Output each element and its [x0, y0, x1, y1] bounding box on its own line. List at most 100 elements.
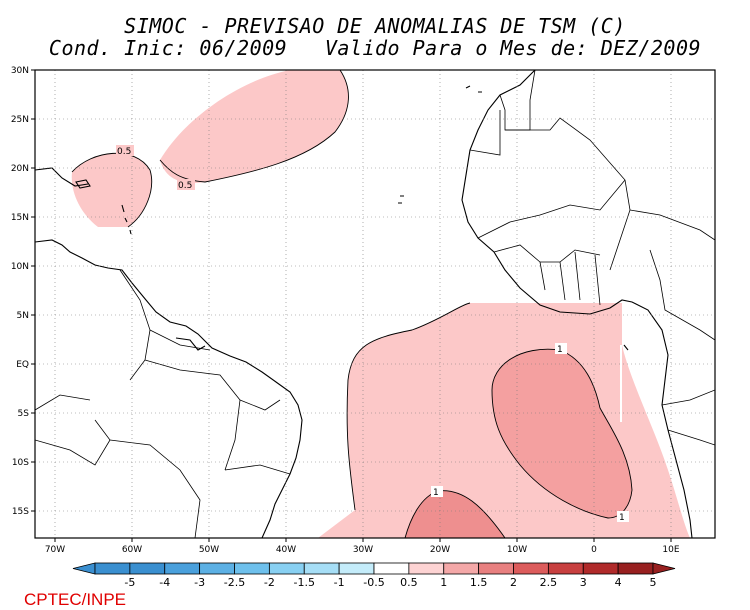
anomaly-core-south [405, 490, 505, 538]
country-borders [35, 70, 715, 538]
lon-tick-label: 10E [662, 545, 679, 555]
lat-tick-label: 20N [11, 164, 29, 174]
colorbar-swatch [617, 562, 654, 575]
lat-tick-label: 5N [17, 311, 29, 321]
colorbar-label: -1 [334, 576, 345, 589]
colorbar-swatch [443, 562, 480, 575]
border-af-7 [649, 249, 715, 341]
coastlines [35, 70, 693, 538]
colorbar-arrow-right [652, 562, 676, 575]
coast-antilles [121, 204, 132, 235]
colorbar-swatch [373, 562, 410, 575]
coast-africa [461, 70, 693, 538]
contour-label: 0.5 [178, 181, 192, 191]
colorbar-label: 3 [580, 576, 587, 589]
colorbar-label: -3 [194, 576, 205, 589]
colorbar-label: -2 [264, 576, 275, 589]
coast-canaries [465, 85, 482, 93]
map-grid [35, 70, 715, 538]
lon-axis: 70W 60W 50W 40W 30W 20W 10W 0 10E [45, 538, 680, 555]
lat-tick-label: EQ [16, 360, 29, 370]
colorbar-label: 1.5 [470, 576, 488, 589]
coast-cape-verde [398, 195, 404, 204]
colorbar-swatch [478, 562, 514, 575]
contour-label: 1 [557, 345, 563, 355]
lat-tick-label: 15S [12, 507, 29, 517]
border-af-4 [477, 179, 626, 239]
credit-text: CPTEC/INPE [24, 590, 127, 609]
colorbar-swatch [338, 562, 375, 575]
colorbar-swatch [94, 562, 131, 575]
chart-title: SIMOC - PREVISAO DE ANOMALIAS DE TSM (C) [124, 14, 626, 38]
contour-label: 1 [433, 488, 439, 498]
lon-tick-label: 0 [591, 545, 597, 555]
border-sa-6 [109, 439, 201, 538]
map-frame [34, 69, 716, 539]
contour-outer [346, 302, 471, 511]
colorbar-label: 2.5 [540, 576, 558, 589]
colorbar-swatch [513, 562, 549, 575]
anomaly-area-caribbean [71, 153, 152, 227]
contour-label: 1 [619, 513, 625, 523]
lat-tick-label: 10N [11, 262, 29, 272]
border-af-6 [539, 251, 601, 306]
chart-subtitle: Cond. Inic: 06/2009 Valido Para o Mes de… [48, 36, 702, 60]
lon-tick-label: 60W [122, 545, 142, 555]
border-af-9 [661, 389, 715, 406]
contour-subtropical [159, 70, 349, 183]
coast-south-america [35, 239, 303, 538]
border-sa-2 [149, 329, 211, 351]
coast-puerto-rico [75, 179, 91, 189]
colorbar-label: 5 [650, 576, 657, 589]
border-sa-5 [35, 419, 111, 466]
border-af-1 [499, 70, 536, 131]
lat-tick-label: 30N [11, 66, 29, 76]
coast-amazon-delta [175, 337, 206, 351]
border-sa-8 [35, 394, 91, 411]
colorbar-swatch [129, 562, 166, 575]
lon-tick-label: 30W [353, 545, 373, 555]
border-af-10 [629, 209, 715, 241]
contour-label: 0.5 [117, 147, 131, 157]
colorbar-swatch [199, 562, 235, 575]
border-af-3 [505, 117, 631, 271]
border-sa-3 [144, 359, 241, 471]
lat-tick-label: 10S [12, 458, 29, 468]
lon-tick-label: 50W [199, 545, 219, 555]
colorbar-label: 0.5 [400, 576, 418, 589]
colorbar-label: 2 [510, 576, 517, 589]
border-sa-4 [224, 464, 291, 475]
colorbar-swatch [408, 562, 445, 575]
anomaly-core-gulf-of-guinea [492, 349, 632, 518]
lon-tick-label: 10W [507, 545, 527, 555]
colorbar-swatch [164, 562, 201, 575]
colorbar: -5 -4 -3 -2.5 -2 -1.5 -1 -0.5 0.5 1 1.5 2 2.5 3 4 5 [72, 562, 676, 589]
colorbar-label: 4 [615, 576, 622, 589]
border-af-5 [493, 244, 601, 263]
lat-tick-label: 15N [11, 213, 29, 223]
colorbar-swatch [268, 562, 305, 575]
colorbar-arrow-left [72, 562, 96, 575]
colorbar-swatch [547, 562, 584, 575]
colorbar-label: -0.5 [363, 576, 384, 589]
border-af-2 [469, 110, 501, 156]
colorbar-label: 1 [440, 576, 447, 589]
lon-tick-label: 40W [276, 545, 296, 555]
contour-caribbean [71, 152, 153, 228]
colorbar-label: -2.5 [224, 576, 245, 589]
border-af-8 [667, 429, 715, 446]
coast-cuba [35, 167, 89, 187]
lon-tick-label: 20W [430, 545, 450, 555]
border-sa-7 [239, 399, 281, 411]
colorbar-label: -1.5 [294, 576, 315, 589]
lat-axis: 30N 25N 20N 15N 10N 5N EQ 5S 10S 15S [11, 66, 35, 517]
coast-bioko [623, 344, 629, 351]
contour-label-group: 0.5 0.5 1 1 1 [116, 145, 629, 523]
anomaly-shading [71, 70, 690, 538]
lat-tick-label: 5S [18, 409, 30, 419]
lat-tick-label: 25N [11, 115, 29, 125]
colorbar-swatch [234, 562, 270, 575]
colorbar-swatch [303, 562, 340, 575]
colorbar-label: -5 [124, 576, 135, 589]
